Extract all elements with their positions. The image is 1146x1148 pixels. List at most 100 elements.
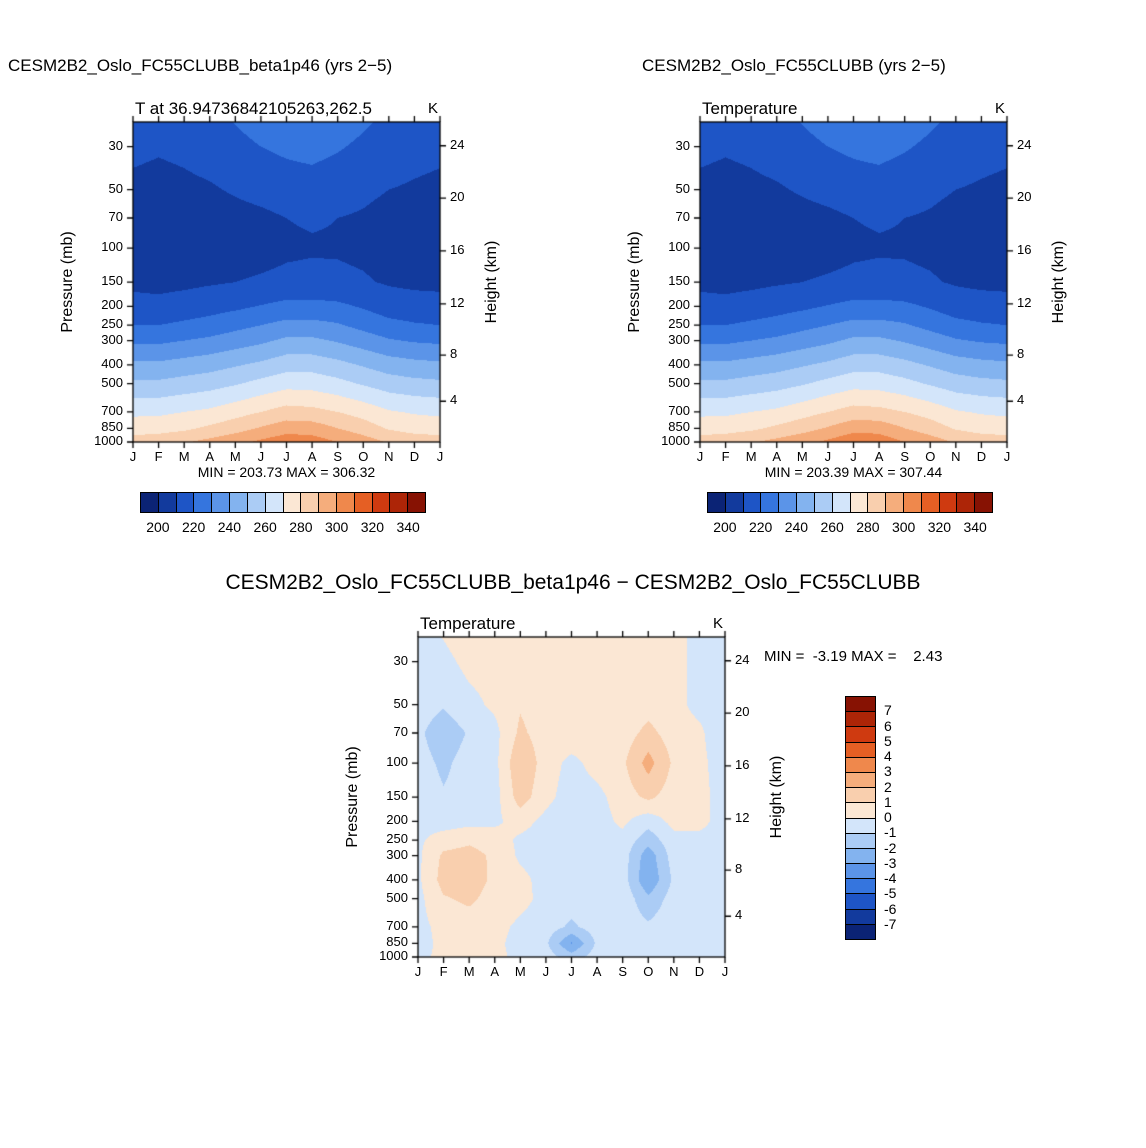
- pressure-tick-label: 50: [108, 180, 123, 196]
- month-tick-label: D: [976, 449, 987, 464]
- colorbar-swatch: [141, 493, 159, 512]
- month-tick-label: F: [154, 449, 163, 464]
- month-tick-label: J: [824, 449, 832, 464]
- height-tick-label: 16: [1017, 241, 1032, 257]
- height-tick-label: 8: [735, 861, 743, 877]
- pressure-tick-label: 850: [101, 419, 123, 435]
- pressure-tick-label: 400: [668, 355, 690, 371]
- colorbar-swatch: [850, 493, 869, 512]
- colorbar-swatch: [846, 924, 875, 939]
- colorbar-swatch: [176, 493, 195, 512]
- pressure-tick-label: 200: [668, 297, 690, 313]
- panel-title: CESM2B2_Oslo_FC55CLUBB (yrs 2−5): [642, 56, 946, 75]
- colorbar-swatch: [846, 803, 875, 819]
- month-tick-label: A: [205, 449, 215, 464]
- month-tick-label: M: [745, 449, 757, 464]
- month-tick-label: S: [900, 449, 909, 464]
- colorbar-swatch: [903, 493, 922, 512]
- colorbar-swatch: [846, 742, 875, 758]
- colorbar-tick-label: -1: [884, 824, 897, 841]
- colorbar-swatch: [158, 493, 177, 512]
- pressure-tick-label: 1000: [379, 948, 408, 963]
- pressure-tick-label: 150: [668, 273, 690, 289]
- colorbar-swatch: [846, 864, 875, 880]
- colorbar-swatch: [814, 493, 833, 512]
- colorbar-tick-label: 0: [884, 809, 892, 825]
- month-tick-label: M: [178, 449, 190, 464]
- height-tick-label: 12: [450, 294, 465, 310]
- unit-label: K: [428, 100, 439, 117]
- month-tick-label: M: [796, 449, 808, 464]
- height-tick-label: 4: [735, 907, 743, 923]
- minmax-label: MIN = 203.39 MAX = 307.44: [764, 464, 943, 480]
- height-tick-label: 20: [735, 704, 750, 720]
- colorbar-tick-label: -7: [884, 915, 897, 932]
- pressure-tick-label: 30: [675, 137, 690, 153]
- month-tick-label: O: [358, 449, 369, 464]
- colorbar-swatch: [846, 894, 875, 910]
- height-tick-label: 4: [450, 392, 458, 408]
- month-tick-label: J: [129, 449, 137, 464]
- month-tick-label: O: [925, 449, 936, 464]
- colorbar-swatch: [779, 493, 798, 512]
- colorbar-tick-label: 220: [181, 519, 206, 535]
- month-tick-label: S: [333, 449, 342, 464]
- colorbar-swatch: [194, 493, 213, 512]
- panel-title: CESM2B2_Oslo_FC55CLUBB_beta1p46 (yrs 2−5…: [8, 56, 393, 75]
- month-tick-label: F: [439, 964, 448, 979]
- pressure-tick-label: 30: [108, 137, 123, 153]
- colorbar-swatch: [846, 833, 875, 849]
- colorbar-tick-label: 4: [884, 748, 892, 764]
- colorbar-tick-label: 200: [146, 519, 170, 535]
- colorbar-swatch: [886, 493, 904, 512]
- height-tick-label: 12: [735, 809, 750, 825]
- month-tick-label: J: [257, 449, 265, 464]
- pressure-tick-label: 50: [393, 695, 408, 711]
- pressure-tick-label: 150: [101, 273, 123, 289]
- contour-plot: [408, 627, 735, 967]
- pressure-tick-label: 70: [108, 208, 123, 224]
- month-tick-label: N: [384, 449, 394, 464]
- colorbar-swatch: [230, 493, 248, 512]
- pressure-tick-label: 50: [675, 180, 690, 196]
- colorbar-tick-label: 240: [217, 519, 242, 535]
- month-tick-label: S: [618, 964, 627, 979]
- month-tick-label: D: [694, 964, 705, 979]
- month-tick-label: J: [414, 964, 422, 979]
- pressure-tick-label: 70: [393, 723, 408, 739]
- pressure-tick-label: 500: [668, 374, 690, 390]
- month-tick-label: J: [721, 964, 729, 979]
- colorbar-tick-label: 3: [884, 763, 892, 780]
- colorbar-tick-label: 320: [927, 519, 952, 535]
- colorbar-swatch: [846, 879, 875, 895]
- height-tick-label: 24: [1017, 136, 1032, 152]
- colorbar-tick-label: -3: [884, 854, 897, 871]
- colorbar-swatch: [846, 772, 875, 789]
- height-tick-label: 20: [1017, 189, 1032, 205]
- pressure-tick-label: 200: [386, 812, 408, 828]
- pressure-tick-label: 700: [386, 917, 408, 933]
- pressure-tick-label: 300: [101, 331, 123, 347]
- month-tick-label: M: [229, 449, 241, 464]
- colorbar-tick-label: 6: [884, 717, 892, 734]
- pressure-tick-label: 850: [668, 419, 690, 435]
- colorbar-swatch: [743, 493, 762, 512]
- month-tick-label: J: [696, 449, 704, 464]
- pressure-tick-label: 100: [668, 239, 690, 255]
- height-axis-label: Height (km): [768, 755, 786, 839]
- colorbar-tick-label: -2: [884, 839, 897, 856]
- height-tick-label: 8: [450, 346, 458, 362]
- colorbar-tick-label: 340: [963, 519, 987, 535]
- colorbar-tick-label: 280: [856, 519, 880, 535]
- colorbar-swatch: [797, 493, 815, 512]
- colorbar-tick-label: -6: [884, 900, 897, 917]
- colorbar-tick-label: 1: [884, 793, 892, 810]
- pressure-tick-label: 200: [101, 297, 123, 313]
- colorbar-swatch: [247, 493, 266, 512]
- minmax-label: MIN = 203.73 MAX = 306.32: [197, 464, 376, 480]
- unit-label: K: [713, 615, 724, 632]
- pressure-tick-label: 30: [393, 652, 408, 668]
- colorbar-tick-label: 2: [884, 778, 892, 795]
- month-tick-label: N: [669, 964, 679, 979]
- month-tick-label: D: [409, 449, 420, 464]
